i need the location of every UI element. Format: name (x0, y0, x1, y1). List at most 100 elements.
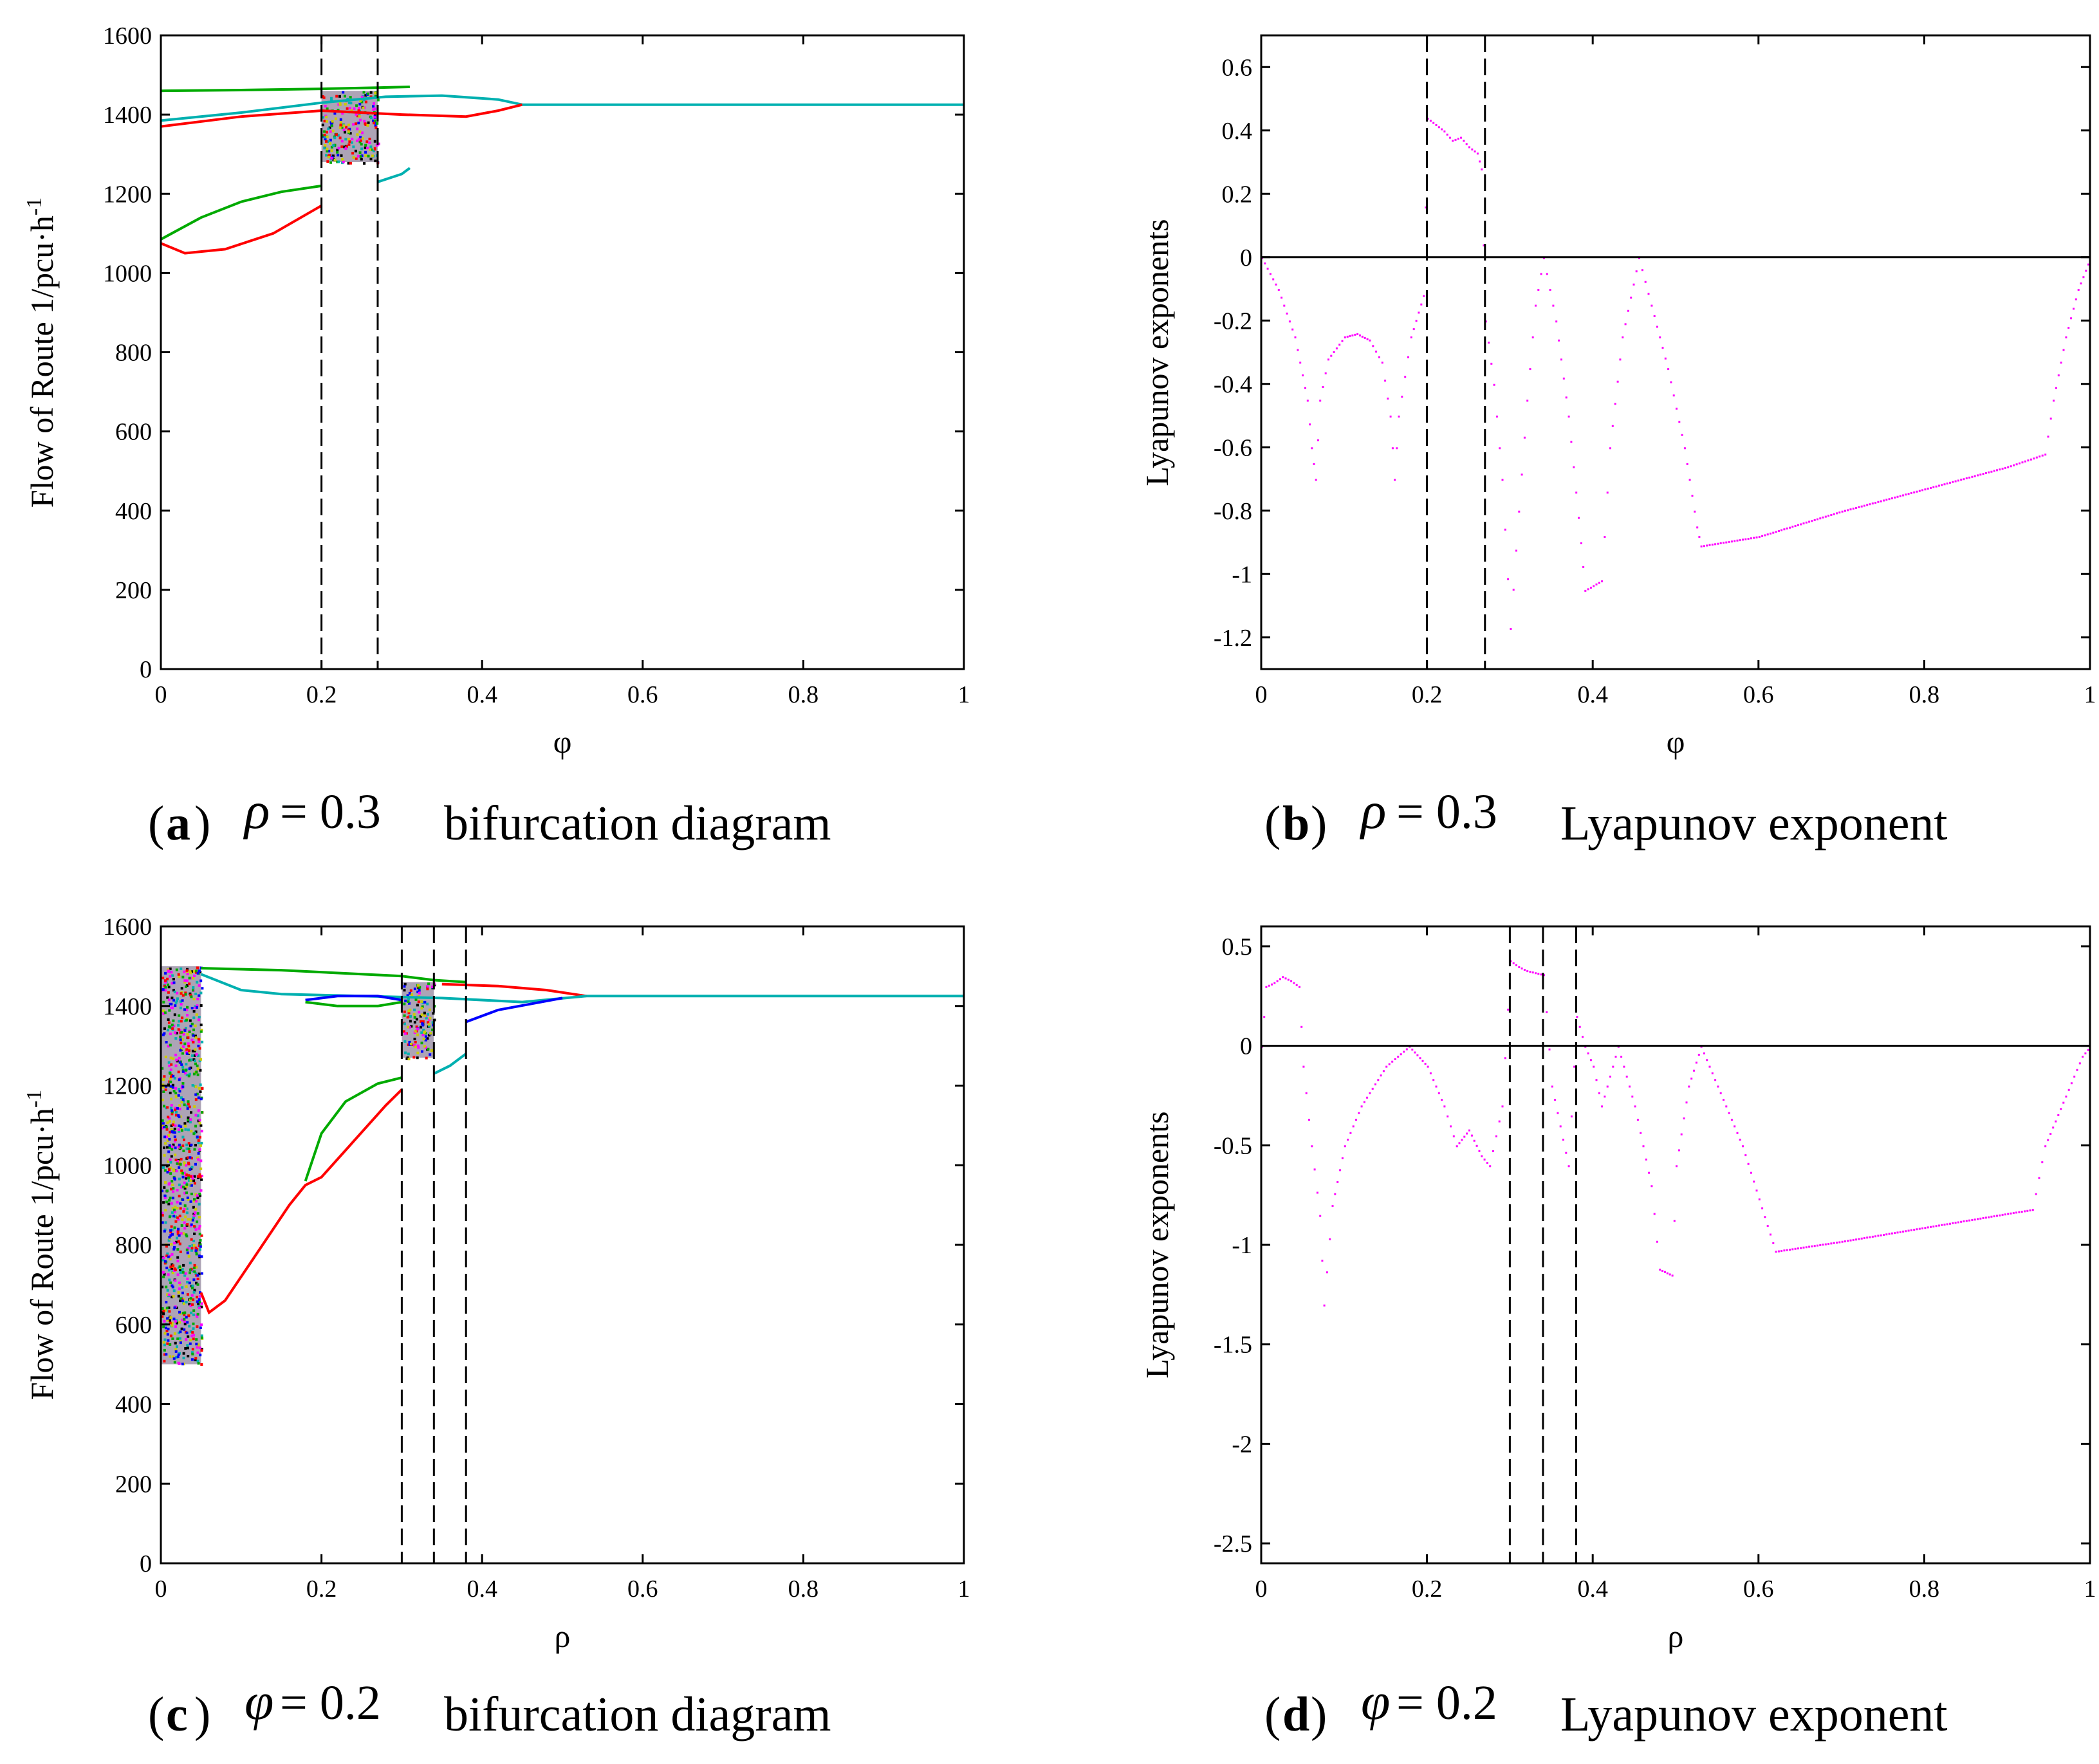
series-line (441, 982, 587, 998)
caption-letter: d (1282, 1687, 1309, 1741)
x-tick-label: 1 (2084, 1576, 2096, 1603)
x-tick-label: 0.4 (467, 681, 497, 708)
x-tick-label: 0 (155, 681, 167, 708)
x-tick-label: 0 (1255, 1576, 1268, 1603)
x-tick-label: 0.8 (788, 1576, 819, 1603)
chaos-dots (403, 982, 436, 1060)
x-axis-label: φ (1667, 724, 1685, 760)
y-tick-label: -0.4 (1214, 371, 1252, 398)
series-line (305, 1000, 402, 1007)
y-tick-label: 0.4 (1222, 118, 1253, 145)
y-axis-label: Lyapunov exponents (1139, 219, 1175, 486)
caption-letter: a (166, 796, 190, 850)
plot-area (1261, 118, 2090, 630)
y-tick-label: 0 (140, 1550, 152, 1577)
chart-panel-c: 0 0.2 0.4 0.6 0.8 1 0 200 400 600 800 1000 1200 1400 1… (23, 914, 970, 1741)
series-line (161, 103, 523, 128)
series-line (201, 967, 467, 984)
y-tick-label: -1.5 (1214, 1332, 1252, 1359)
chaos-region (321, 91, 380, 165)
y-tick-label: 600 (115, 1312, 152, 1339)
series-line (465, 997, 563, 1024)
y-tick-label: 1200 (103, 1073, 152, 1100)
x-tick-label: 0.8 (788, 681, 819, 708)
caption-symbol: ρ (1359, 781, 1386, 840)
y-tick-label: 1600 (103, 23, 152, 50)
y-tick-label: 0 (140, 656, 152, 683)
x-axis-label: ρ (1668, 1618, 1684, 1654)
x-tick-label: 0.6 (1743, 681, 1774, 708)
plot-frame (1260, 925, 2091, 1565)
chaos-dots (321, 95, 378, 165)
caption-paren-open: ( (1264, 1687, 1281, 1741)
panel-caption: (a) ρ = 0.3 bifurcation diagram (148, 781, 831, 850)
chart-panel-a: 0 0.2 0.4 0.6 0.8 1 0 200 400 600 800 1000 1200 1400 1… (23, 23, 970, 850)
chart-panel-b: 0 0.2 0.4 0.6 0.8 1 -1.2 -1 -0.8 -0.6 -0.4 -0.2 0 0.2… (1139, 34, 2096, 850)
x-tick-label: 1 (2084, 681, 2096, 708)
caption-value: = 0.3 (280, 785, 381, 839)
x-tick-label: 0.4 (1577, 681, 1608, 708)
caption-paren-open: ( (1264, 796, 1281, 850)
y-tick-label: 1600 (103, 914, 152, 941)
y-tick-label: 1400 (103, 102, 152, 129)
y-tick-label: 0 (1240, 244, 1252, 271)
y-tick-label: 600 (115, 419, 152, 446)
chaos-region (161, 966, 204, 1366)
chaos-dots (161, 966, 204, 1366)
caption-paren-open: ( (148, 796, 164, 850)
x-tick-label: 0.2 (306, 681, 337, 708)
y-tick-label: 200 (115, 1471, 152, 1498)
chaos-dots (321, 91, 380, 164)
y-tick-label: 800 (115, 340, 152, 367)
x-tick-label: 0.4 (467, 1576, 497, 1603)
x-tick-label: 0.2 (306, 1576, 337, 1603)
series-line (161, 204, 322, 255)
plot-frame (160, 34, 965, 670)
series-line (433, 1052, 467, 1075)
y-tick-label: 0 (1240, 1033, 1252, 1060)
y-tick-label: 1000 (103, 1152, 152, 1179)
series-line (377, 167, 411, 183)
x-tick-label: 0.2 (1412, 1576, 1443, 1603)
caption-value: = 0.3 (1396, 785, 1497, 839)
chaos-dots (324, 95, 380, 163)
chart-panel-d: 0 0.2 0.4 0.6 0.8 1 -2.5 -2 -1.5 -1 -0.5 0 0.5 ρ Lyapu… (1139, 925, 2096, 1741)
x-tick-label: 1 (958, 681, 970, 708)
series-points (1261, 960, 2089, 1307)
x-tick-label: 0.4 (1577, 1576, 1608, 1603)
series-line (305, 995, 402, 1002)
y-tick-label: -2 (1232, 1431, 1252, 1458)
caption-text: bifurcation diagram (444, 796, 831, 850)
y-axis-label-main: Flow of Route 1/pcu·h (24, 1108, 60, 1400)
caption-paren-open: ( (148, 1687, 164, 1741)
y-tick-label: 800 (115, 1232, 152, 1259)
y-tick-label: 0.5 (1222, 933, 1253, 960)
y-tick-label: 200 (115, 577, 152, 604)
plot-frame (1260, 34, 2091, 670)
y-tick-label: -0.2 (1214, 308, 1252, 335)
caption-text: Lyapunov exponent (1560, 1687, 1948, 1741)
x-tick-label: 0 (155, 1576, 167, 1603)
caption-symbol: φ (245, 1672, 273, 1731)
chaos-dots (324, 91, 380, 161)
y-tick-label: -1.2 (1214, 625, 1252, 652)
y-tick-label: -1 (1232, 1232, 1252, 1259)
panel-caption: (d) φ = 0.2 Lyapunov exponent (1264, 1672, 1948, 1741)
x-tick-label: 0.6 (627, 1576, 658, 1603)
x-tick-label: 0.6 (1743, 1576, 1774, 1603)
y-axis-label: Lyapunov exponents (1139, 1111, 1175, 1378)
x-tick-label: 0 (1255, 681, 1268, 708)
x-tick-label: 0.2 (1412, 681, 1443, 708)
caption-paren-close: ) (194, 1687, 210, 1741)
caption-paren-close: ) (1311, 796, 1327, 850)
y-tick-label: 1200 (103, 181, 152, 208)
y-tick-label: -1 (1232, 561, 1252, 588)
y-tick-label: 1000 (103, 260, 152, 287)
panel-caption: (c) φ = 0.2 bifurcation diagram (148, 1672, 831, 1741)
x-tick-label: 0.8 (1909, 1576, 1940, 1603)
caption-text: Lyapunov exponent (1560, 796, 1948, 850)
panel-caption: (b) ρ = 0.3 Lyapunov exponent (1264, 781, 1948, 850)
y-tick-label: 1400 (103, 993, 152, 1020)
y-axis-label-main: Lyapunov exponents (1139, 1111, 1175, 1378)
series-points (1261, 118, 2090, 630)
